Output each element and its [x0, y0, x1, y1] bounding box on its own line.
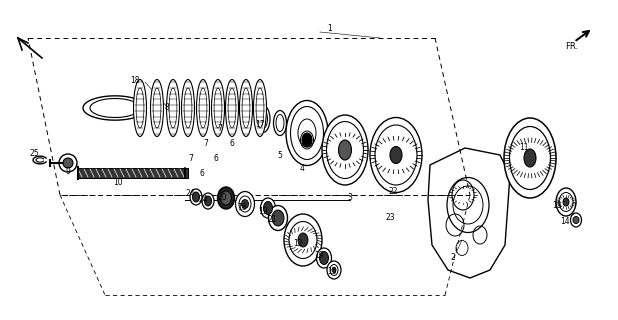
Ellipse shape: [327, 261, 341, 279]
Ellipse shape: [242, 199, 248, 209]
Text: 11: 11: [519, 142, 529, 151]
Ellipse shape: [339, 140, 352, 160]
Text: 21: 21: [267, 215, 277, 225]
Ellipse shape: [320, 252, 329, 265]
Ellipse shape: [151, 79, 164, 137]
Ellipse shape: [205, 196, 211, 206]
Text: 19: 19: [258, 207, 268, 217]
Ellipse shape: [192, 192, 200, 202]
Text: 16: 16: [237, 204, 247, 212]
Text: 24: 24: [185, 188, 195, 197]
Text: 15: 15: [327, 268, 337, 276]
Ellipse shape: [332, 268, 336, 273]
Text: 1: 1: [328, 23, 332, 33]
Ellipse shape: [182, 79, 195, 137]
Ellipse shape: [322, 115, 368, 185]
Ellipse shape: [263, 202, 273, 214]
Ellipse shape: [202, 193, 214, 209]
Text: 13: 13: [552, 201, 562, 210]
Ellipse shape: [390, 147, 402, 164]
Ellipse shape: [221, 191, 232, 205]
Ellipse shape: [284, 214, 322, 266]
Text: 17: 17: [255, 119, 265, 129]
Ellipse shape: [274, 110, 287, 135]
Ellipse shape: [504, 118, 556, 198]
Ellipse shape: [509, 126, 551, 189]
Ellipse shape: [256, 106, 270, 132]
Text: FR.: FR.: [565, 42, 578, 51]
Text: 18: 18: [130, 76, 140, 84]
Text: 5: 5: [277, 150, 282, 159]
Text: 23: 23: [385, 212, 395, 221]
Ellipse shape: [375, 125, 417, 185]
Text: 4: 4: [300, 164, 305, 172]
Ellipse shape: [286, 100, 328, 165]
Text: 14: 14: [560, 218, 570, 227]
Ellipse shape: [563, 198, 569, 206]
Text: 9: 9: [66, 166, 70, 175]
Ellipse shape: [290, 107, 323, 159]
Ellipse shape: [166, 79, 179, 137]
Ellipse shape: [240, 79, 253, 137]
Ellipse shape: [190, 189, 202, 205]
Circle shape: [63, 158, 73, 168]
Ellipse shape: [133, 79, 146, 137]
FancyBboxPatch shape: [78, 168, 188, 178]
Text: 25: 25: [29, 148, 39, 157]
Text: 3: 3: [347, 193, 352, 202]
Text: 10: 10: [113, 178, 123, 187]
Ellipse shape: [330, 265, 338, 276]
Ellipse shape: [326, 122, 363, 179]
Text: 24: 24: [198, 196, 208, 204]
Text: 6: 6: [214, 154, 218, 163]
Text: 2: 2: [451, 252, 455, 261]
Ellipse shape: [226, 79, 239, 137]
Ellipse shape: [272, 210, 284, 226]
Ellipse shape: [302, 133, 312, 147]
Ellipse shape: [524, 149, 536, 167]
Ellipse shape: [570, 213, 582, 227]
Text: 12: 12: [294, 239, 303, 249]
Ellipse shape: [298, 233, 308, 247]
Text: 22: 22: [388, 188, 398, 196]
Ellipse shape: [218, 187, 234, 209]
Ellipse shape: [253, 79, 266, 137]
Ellipse shape: [573, 217, 579, 223]
Ellipse shape: [239, 196, 251, 212]
Ellipse shape: [261, 198, 276, 218]
Circle shape: [59, 154, 77, 172]
Ellipse shape: [235, 191, 255, 217]
Ellipse shape: [559, 193, 573, 212]
Text: 7: 7: [188, 154, 193, 163]
Text: 19: 19: [314, 251, 324, 260]
Ellipse shape: [268, 205, 287, 230]
Ellipse shape: [289, 221, 317, 259]
Ellipse shape: [556, 188, 576, 216]
Ellipse shape: [197, 79, 210, 137]
Text: 7: 7: [203, 139, 208, 148]
Ellipse shape: [316, 248, 331, 268]
Text: 6: 6: [200, 169, 205, 178]
Ellipse shape: [211, 79, 224, 137]
Text: 6: 6: [229, 139, 234, 148]
Text: 8: 8: [164, 102, 169, 111]
Ellipse shape: [370, 117, 422, 193]
Text: 20: 20: [217, 193, 227, 202]
Text: 7: 7: [218, 124, 222, 132]
